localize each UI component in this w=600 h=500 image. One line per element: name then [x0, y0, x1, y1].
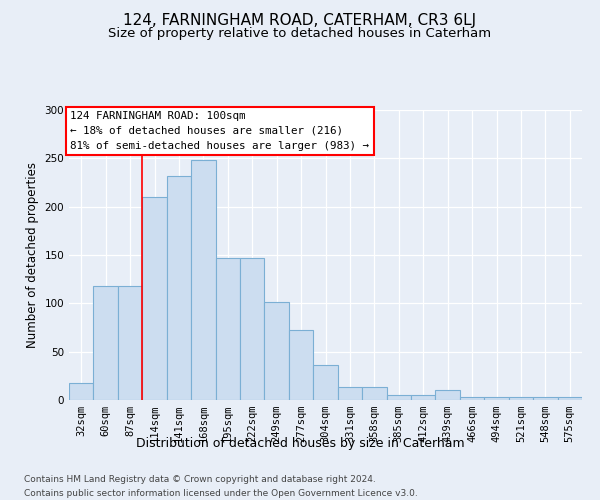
Bar — [215, 258, 240, 400]
Bar — [338, 388, 362, 400]
Bar — [557, 397, 582, 400]
Bar — [167, 176, 191, 400]
Bar — [313, 365, 338, 400]
Text: Size of property relative to detached houses in Caterham: Size of property relative to detached ho… — [109, 28, 491, 40]
Bar — [289, 330, 313, 400]
Text: 124 FARNINGHAM ROAD: 100sqm
← 18% of detached houses are smaller (216)
81% of se: 124 FARNINGHAM ROAD: 100sqm ← 18% of det… — [70, 111, 369, 150]
Bar — [142, 197, 167, 400]
Y-axis label: Number of detached properties: Number of detached properties — [26, 162, 39, 348]
Text: Contains HM Land Registry data © Crown copyright and database right 2024.
Contai: Contains HM Land Registry data © Crown c… — [24, 476, 418, 498]
Bar — [94, 286, 118, 400]
Bar — [411, 395, 436, 400]
Bar — [533, 397, 557, 400]
Text: Distribution of detached houses by size in Caterham: Distribution of detached houses by size … — [136, 438, 464, 450]
Text: 124, FARNINGHAM ROAD, CATERHAM, CR3 6LJ: 124, FARNINGHAM ROAD, CATERHAM, CR3 6LJ — [124, 12, 476, 28]
Bar — [436, 390, 460, 400]
Bar — [460, 397, 484, 400]
Bar — [69, 382, 94, 400]
Bar — [386, 395, 411, 400]
Bar — [118, 286, 142, 400]
Bar — [362, 388, 386, 400]
Bar — [191, 160, 215, 400]
Bar — [240, 258, 265, 400]
Bar — [509, 397, 533, 400]
Bar — [265, 302, 289, 400]
Bar — [484, 397, 509, 400]
